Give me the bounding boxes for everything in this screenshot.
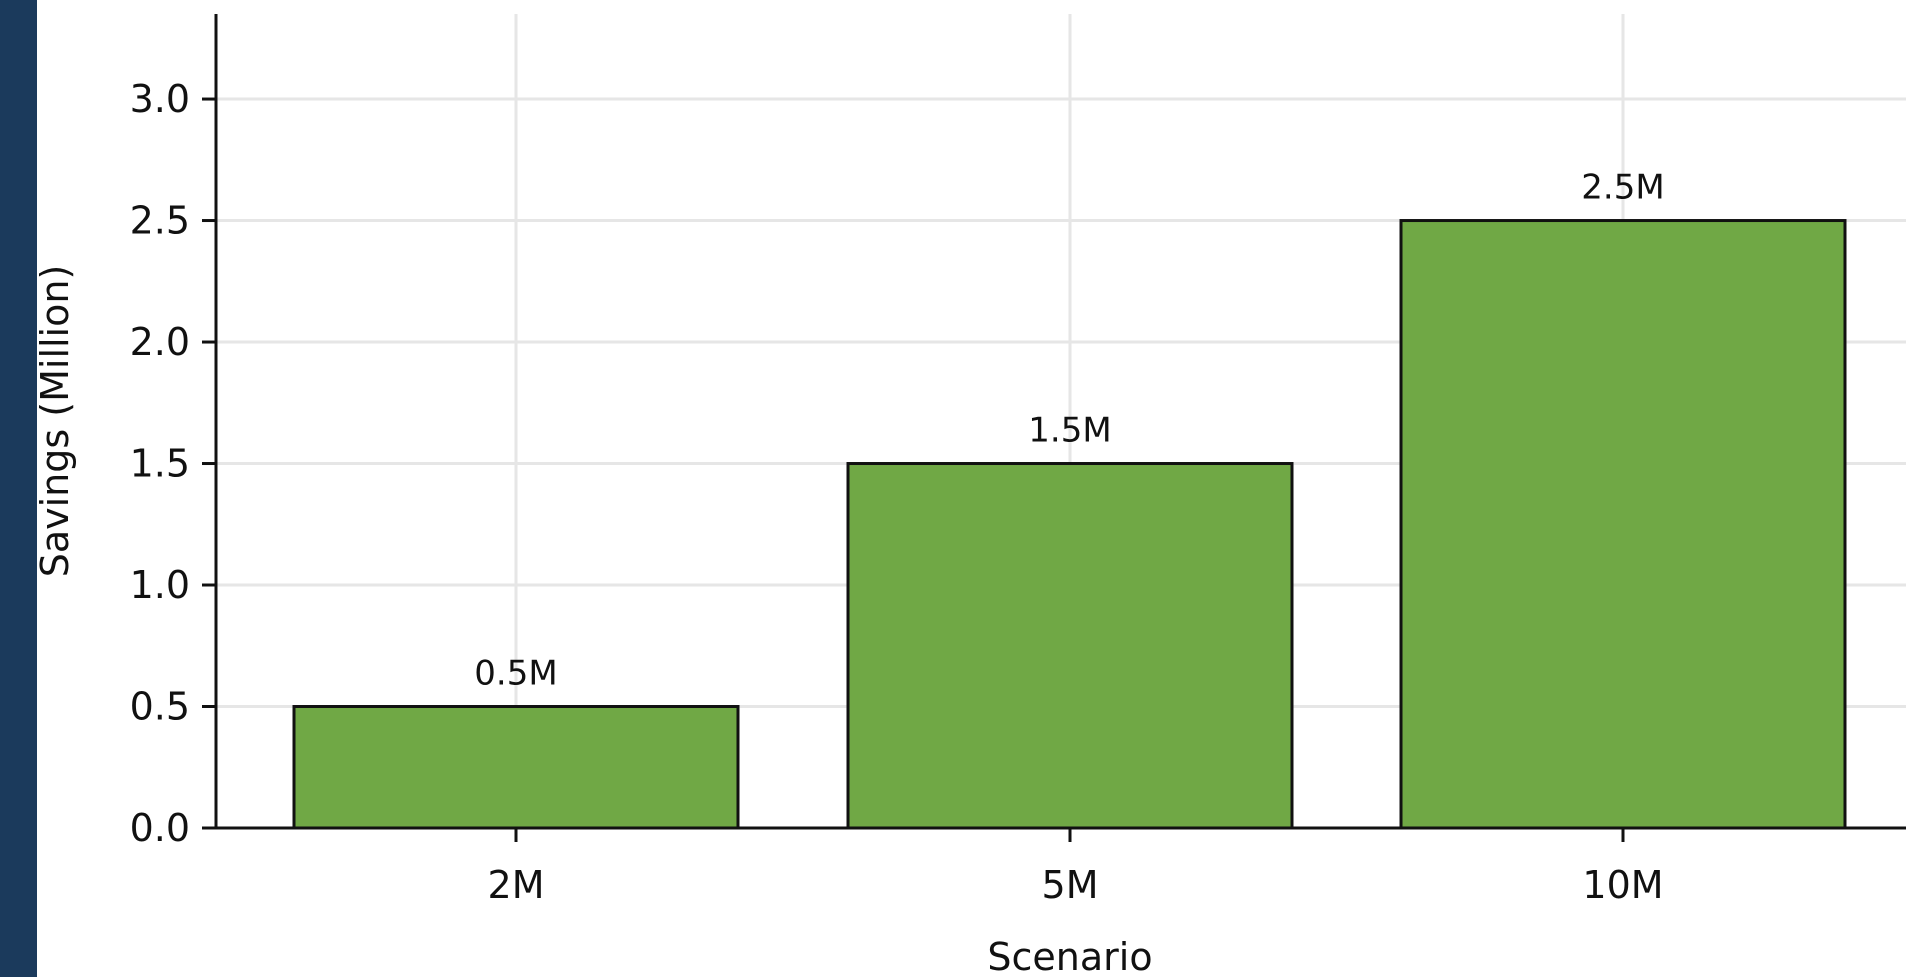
y-tick-label: 1.0 [130,563,190,607]
x-tick-label-5M: 5M [1042,863,1099,907]
y-tick-label: 1.5 [130,442,190,486]
y-tick-label: 2.5 [130,199,190,243]
y-tick-label: 0.5 [130,685,190,729]
labels: 0.5M 1.5M 2.5M 0.0 0.5 1.0 1.5 2.0 2.5 3.0 2M 5M 10M [130,77,1665,907]
y-tick-label: 2.0 [130,320,190,364]
bar-10M [1399,219,1847,830]
axes [202,14,1906,842]
x-tick-label-2M: 2M [488,863,545,907]
y-tick-label: 0.0 [130,806,190,850]
x-axis-title: Scenario [987,935,1152,977]
x-tick-label-10M: 10M [1582,863,1663,907]
bar-5M [846,462,1294,830]
data-label-10M: 2.5M [1581,168,1664,208]
y-tick-label: 3.0 [130,77,190,121]
left-side-band [0,0,37,977]
bars [292,219,1847,830]
side-tick-mark [0,828,10,830]
y-axis-title: Savings (Million) [33,265,77,578]
data-label-5M: 1.5M [1028,411,1111,451]
data-label-2M: 0.5M [474,654,557,694]
bar-2M [292,705,740,830]
